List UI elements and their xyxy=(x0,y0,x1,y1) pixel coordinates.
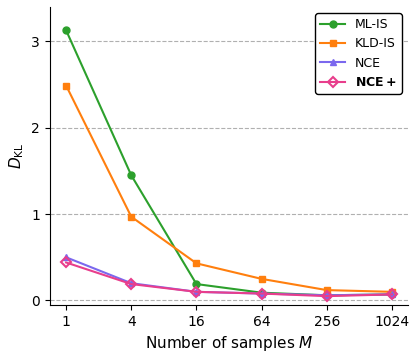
NCE xyxy=(259,291,264,296)
Line: NCE: NCE xyxy=(63,254,395,299)
KLD-IS xyxy=(194,261,199,266)
$\mathbf{NCE+}$ xyxy=(64,260,69,265)
Line: ML-IS: ML-IS xyxy=(63,27,395,299)
Legend: ML-IS, KLD-IS, NCE, $\mathbf{NCE+}$: ML-IS, KLD-IS, NCE, $\mathbf{NCE+}$ xyxy=(315,13,402,94)
ML-IS xyxy=(129,173,134,177)
$\mathbf{NCE+}$ xyxy=(194,290,199,294)
$\mathbf{NCE+}$ xyxy=(259,291,264,296)
ML-IS xyxy=(194,282,199,286)
X-axis label: Number of samples $M$: Number of samples $M$ xyxy=(145,334,314,353)
NCE xyxy=(390,292,395,297)
KLD-IS xyxy=(129,215,134,219)
NCE xyxy=(129,281,134,285)
Line: $\mathbf{NCE+}$: $\mathbf{NCE+}$ xyxy=(63,259,395,300)
KLD-IS xyxy=(259,277,264,281)
$\mathbf{NCE+}$ xyxy=(324,294,329,298)
NCE xyxy=(324,293,329,297)
ML-IS xyxy=(390,292,395,297)
$\mathbf{NCE+}$ xyxy=(390,292,395,297)
$\mathbf{NCE+}$ xyxy=(129,282,134,286)
NCE xyxy=(64,255,69,260)
KLD-IS xyxy=(64,84,69,88)
NCE xyxy=(194,290,199,294)
KLD-IS xyxy=(390,290,395,294)
Y-axis label: $D_{\mathrm{KL}}$: $D_{\mathrm{KL}}$ xyxy=(7,143,25,169)
KLD-IS xyxy=(324,288,329,292)
ML-IS xyxy=(259,291,264,295)
Line: KLD-IS: KLD-IS xyxy=(63,82,395,295)
ML-IS xyxy=(64,28,69,32)
ML-IS xyxy=(324,293,329,297)
